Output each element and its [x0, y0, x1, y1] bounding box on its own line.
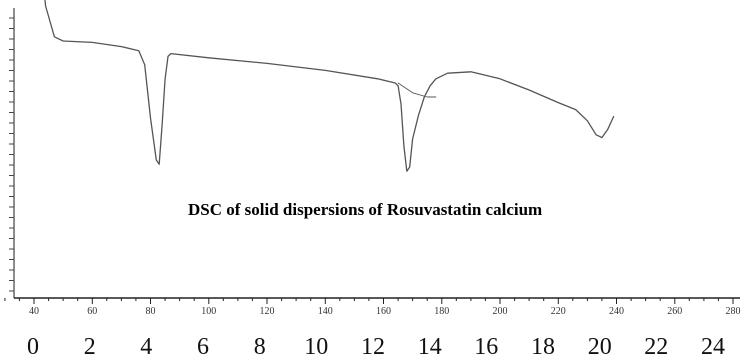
- x-axis-top-tick-labels: 40 60 80 100 120 140 160 180 200 220 240 260 280: [29, 306, 741, 317]
- dsc-curves: [44, 0, 615, 172]
- x-axis-bottom-tick-label: 0: [27, 334, 39, 360]
- chart-title: DSC of solid dispersions of Rosuvastatin…: [188, 200, 542, 219]
- dsc-curve: [44, 0, 615, 172]
- x-axis-top-tick-label: 80: [146, 306, 156, 317]
- x-axis: [4, 297, 740, 304]
- x-axis-top-tick-label: 220: [551, 306, 566, 317]
- x-axis-top-tick-label: 160: [376, 306, 391, 317]
- x-axis-top-tick-label: 100: [201, 306, 216, 317]
- x-axis-bottom-tick-label: 18: [531, 334, 555, 360]
- x-axis-bottom-tick-label: 20: [588, 334, 612, 360]
- x-axis-top-tick-label: 240: [609, 306, 624, 317]
- x-axis-bottom-tick-label: 24: [701, 334, 725, 360]
- x-axis-bottom-tick-label: 2: [84, 334, 96, 360]
- y-axis: [9, 8, 15, 298]
- x-axis-bottom-tick-label: 22: [644, 334, 668, 360]
- x-axis-top-tick-label: 180: [434, 306, 449, 317]
- x-axis-top-tick-label: 260: [667, 306, 682, 317]
- x-axis-top-tick-label: 120: [260, 306, 275, 317]
- x-axis-top-tick-label: 140: [318, 306, 333, 317]
- x-axis-bottom-tick-label: 8: [254, 334, 266, 360]
- x-axis-bottom-tick-labels: 0 2 4 6 8 10 12 14 16 18 20 22 24: [27, 334, 725, 360]
- x-axis-bottom-tick-label: 10: [304, 334, 328, 360]
- x-axis-top-tick-label: 60: [87, 306, 97, 317]
- x-axis-bottom-tick-label: 6: [197, 334, 209, 360]
- x-axis-bottom-tick-label: 16: [474, 334, 498, 360]
- dsc-baseline: [397, 82, 437, 98]
- x-axis-bottom-tick-label: 14: [418, 334, 442, 360]
- x-axis-bottom-tick-label: 12: [361, 334, 385, 360]
- x-axis-top-tick-label: 40: [29, 306, 39, 317]
- x-axis-top-tick-label: 200: [493, 306, 508, 317]
- x-axis-bottom-tick-label: 4: [140, 334, 152, 360]
- x-axis-top-tick-label: 280: [726, 306, 741, 317]
